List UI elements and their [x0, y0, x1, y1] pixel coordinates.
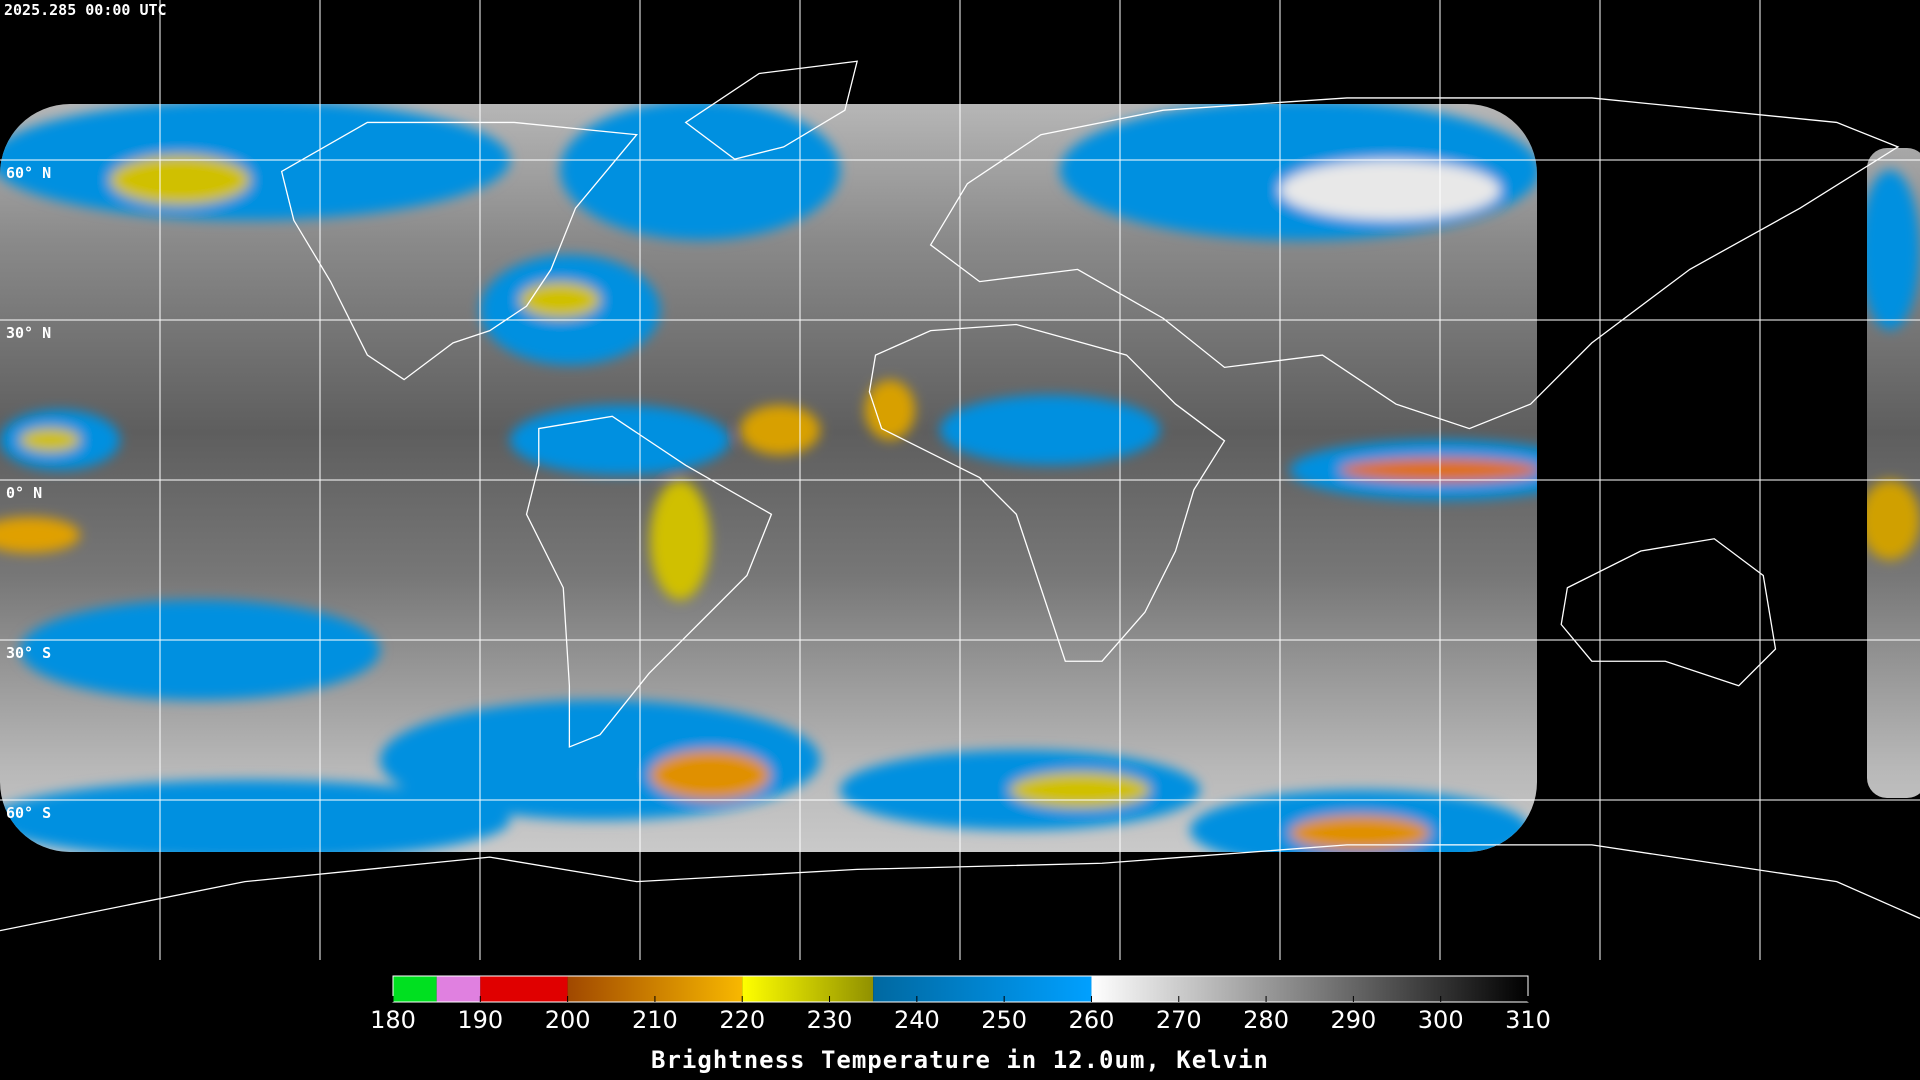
- colorbar-segment: [480, 976, 568, 1002]
- coast-south-america: [527, 416, 772, 747]
- coast-africa: [869, 324, 1224, 661]
- colorbar-tick-label: 310: [1505, 1006, 1551, 1034]
- colorbar-tick-label: 300: [1418, 1006, 1464, 1034]
- timestamp: 2025.285 00:00 UTC: [4, 1, 167, 19]
- colorbar-tick-label: 230: [807, 1006, 853, 1034]
- colorbar-segment: [742, 976, 874, 1002]
- colorbar-label: Brightness Temperature in 12.0um, Kelvin: [651, 1046, 1269, 1074]
- coastlines: [0, 61, 1920, 930]
- colorbar-tick-label: 190: [457, 1006, 503, 1034]
- colorbar: 180 190 200 210 220 230 240 250 260 270 280 290 300 3…: [370, 975, 1551, 1034]
- colorbar-tick-label: 250: [981, 1006, 1027, 1034]
- colorbar-tick-label: 280: [1243, 1006, 1289, 1034]
- coast-greenland: [686, 61, 857, 159]
- colorbar-tick-label: 290: [1330, 1006, 1376, 1034]
- colorbar-tick-label: 200: [545, 1006, 591, 1034]
- colorbar-segment: [1091, 976, 1528, 1002]
- coast-australia: [1561, 539, 1775, 686]
- colorbar-tick-label: 180: [370, 1006, 416, 1034]
- latitude-label: 0° N: [6, 484, 42, 502]
- coast-eurasia: [931, 98, 1898, 429]
- colorbar-segment: [393, 976, 437, 1002]
- latitude-label: 30° S: [6, 644, 51, 662]
- colorbar-tick-label: 270: [1156, 1006, 1202, 1034]
- colorbar-tick-label: 220: [719, 1006, 765, 1034]
- colorbar-segment: [436, 976, 481, 1002]
- coast-north-america: [282, 122, 637, 379]
- latitude-label: 60° N: [6, 164, 51, 182]
- colorbar-frame: [392, 975, 1529, 1003]
- colorbar-tick-label: 260: [1069, 1006, 1115, 1034]
- graticule: 60° N 30° N 0° N 30° S 60° S: [0, 0, 1920, 960]
- coast-antarctica: [0, 845, 1920, 931]
- latitude-label: 30° N: [6, 324, 51, 342]
- colorbar-segment: [873, 976, 1092, 1002]
- latitude-label: 60° S: [6, 804, 51, 822]
- colorbar-tick-label: 240: [894, 1006, 940, 1034]
- colorbar-tick-label: 210: [632, 1006, 678, 1034]
